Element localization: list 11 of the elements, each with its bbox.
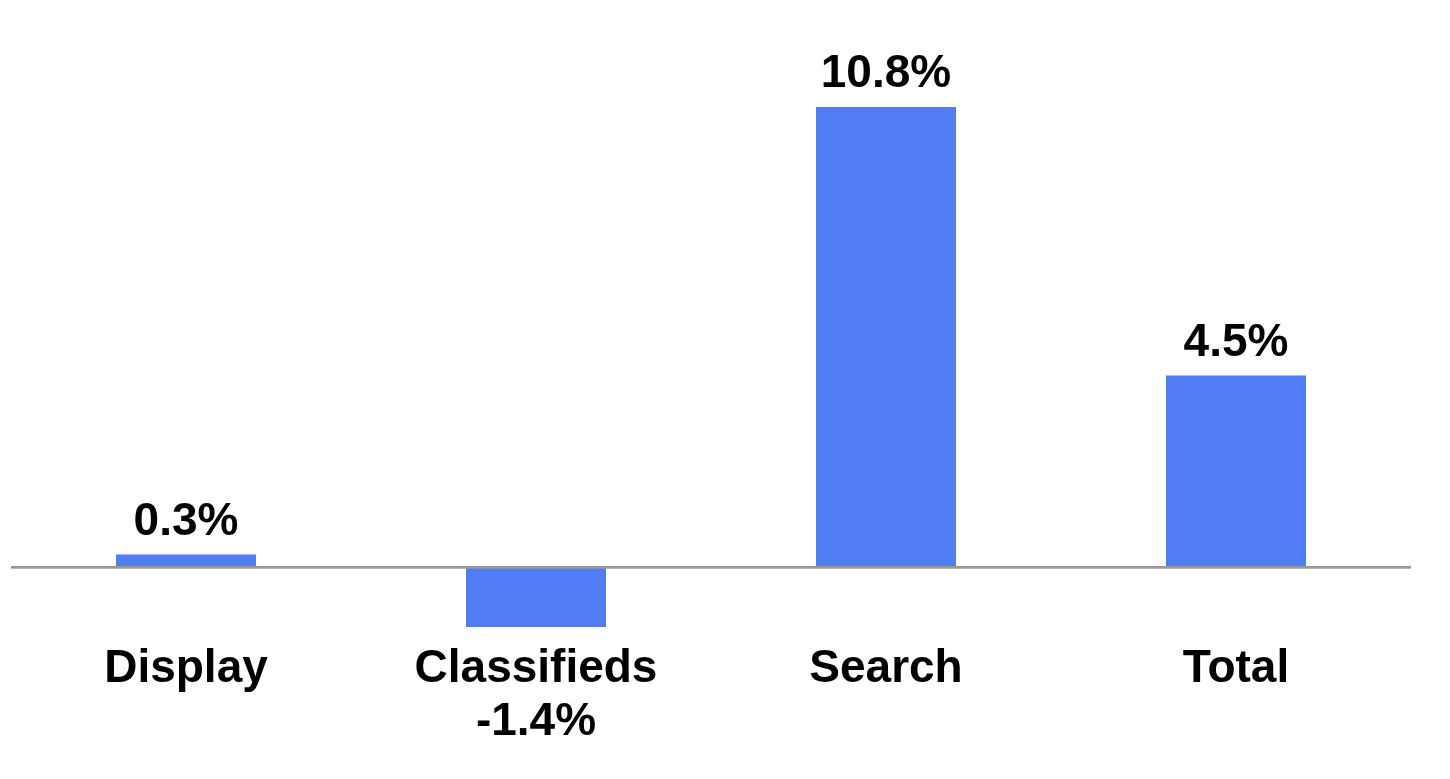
data-label: -1.4% (475, 693, 597, 745)
data-label: 4.5% (1183, 313, 1289, 366)
data-label: 0.3% (133, 492, 239, 545)
x-tick-label: Display (104, 639, 269, 692)
bar (1166, 375, 1306, 568)
data-label: 10.8% (820, 45, 952, 97)
x-tick-label: Classifieds (414, 639, 658, 692)
bar (466, 567, 606, 627)
bar (816, 107, 956, 568)
x-tick-label: Search (809, 639, 963, 692)
x-tick-label: Total (1182, 639, 1290, 692)
